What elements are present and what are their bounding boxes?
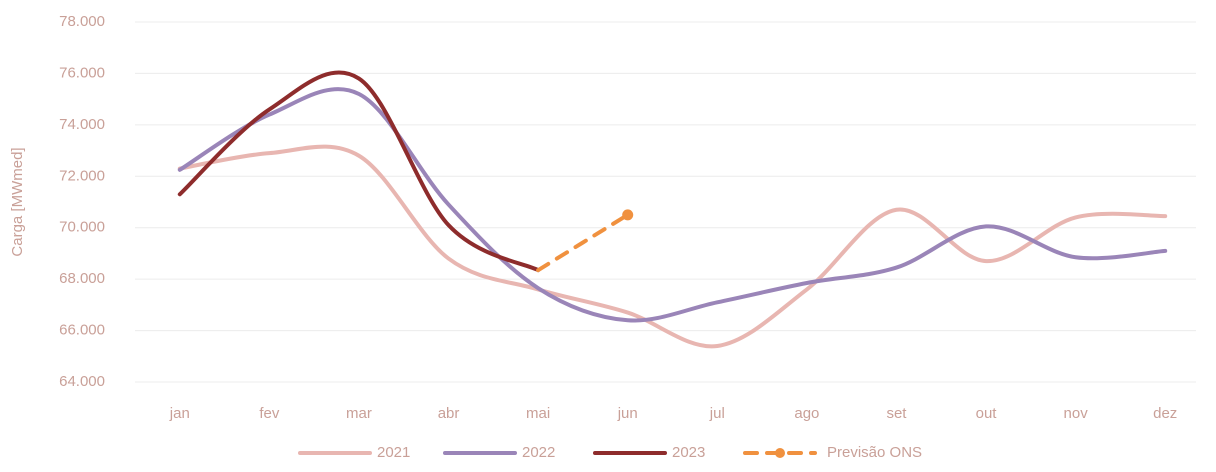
series-line [536, 212, 630, 273]
legend-label: 2023 [672, 444, 705, 461]
series-marker [622, 209, 634, 221]
x-tick-label: dez [1153, 405, 1177, 422]
series-line [177, 70, 541, 273]
legend-label: 2021 [377, 444, 410, 461]
y-axis-label: Carga [MWmed] [9, 147, 26, 256]
y-tick-label: 78.000 [59, 13, 105, 30]
x-tick-label: ago [794, 405, 819, 422]
legend-label: 2022 [522, 444, 555, 461]
x-tick-label: abr [438, 405, 460, 422]
series-line [177, 87, 1168, 323]
x-tick-label: set [886, 405, 907, 422]
y-tick-label: 72.000 [59, 167, 105, 184]
x-tick-label: mai [526, 405, 550, 422]
x-tick-label: jul [709, 405, 725, 422]
y-tick-label: 70.000 [59, 219, 105, 236]
x-tick-label: jun [617, 405, 638, 422]
legend-marker [775, 448, 785, 458]
x-tick-label: mar [346, 405, 372, 422]
legend-label: Previsão ONS [827, 444, 922, 461]
y-tick-label: 76.000 [59, 64, 105, 81]
y-tick-label: 74.000 [59, 116, 105, 133]
y-tick-label: 66.000 [59, 322, 105, 339]
series-line [177, 144, 1168, 349]
y-tick-label: 64.000 [59, 373, 105, 390]
y-tick-label: 68.000 [59, 270, 105, 287]
x-tick-label: out [976, 405, 998, 422]
x-tick-label: nov [1064, 405, 1089, 422]
x-tick-label: jan [169, 405, 190, 422]
x-tick-label: fev [259, 405, 280, 422]
